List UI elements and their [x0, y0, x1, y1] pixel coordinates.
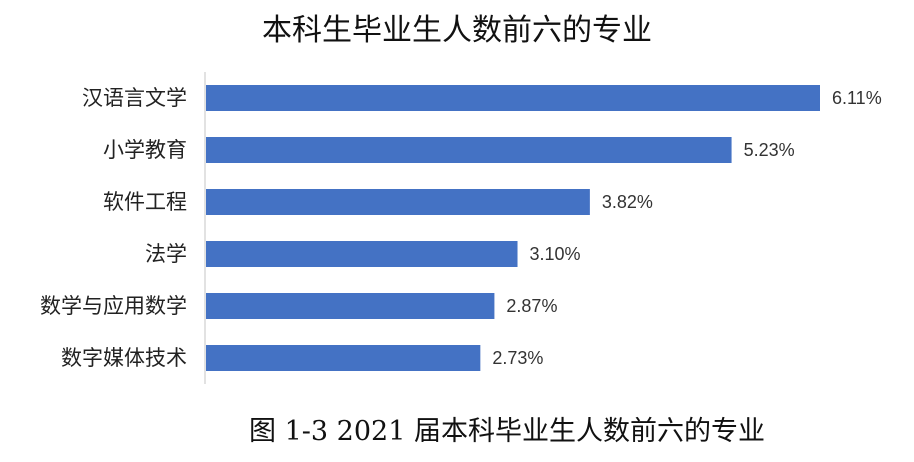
- data-label: 5.23%: [744, 140, 795, 160]
- category-label: 数字媒体技术: [61, 346, 187, 370]
- bar: [206, 85, 820, 111]
- category-label: 软件工程: [103, 190, 187, 214]
- data-label: 3.82%: [602, 192, 653, 212]
- category-label: 汉语言文学: [82, 86, 187, 110]
- data-label: 6.11%: [832, 88, 882, 108]
- data-label: 2.73%: [492, 348, 543, 368]
- bar: [206, 189, 590, 215]
- category-label: 数学与应用数学: [40, 294, 187, 318]
- bar: [206, 241, 518, 267]
- chart-title: 本科生毕业生人数前六的专业: [262, 13, 652, 48]
- data-label: 3.10%: [530, 244, 581, 264]
- bar: [206, 137, 732, 163]
- category-label: 小学教育: [103, 138, 187, 162]
- category-label: 法学: [145, 242, 187, 266]
- data-label: 2.87%: [506, 296, 557, 316]
- figure-caption: 图 1-3 2021 届本科毕业生人数前六的专业: [249, 416, 765, 447]
- bar: [206, 345, 481, 371]
- bar: [206, 293, 495, 319]
